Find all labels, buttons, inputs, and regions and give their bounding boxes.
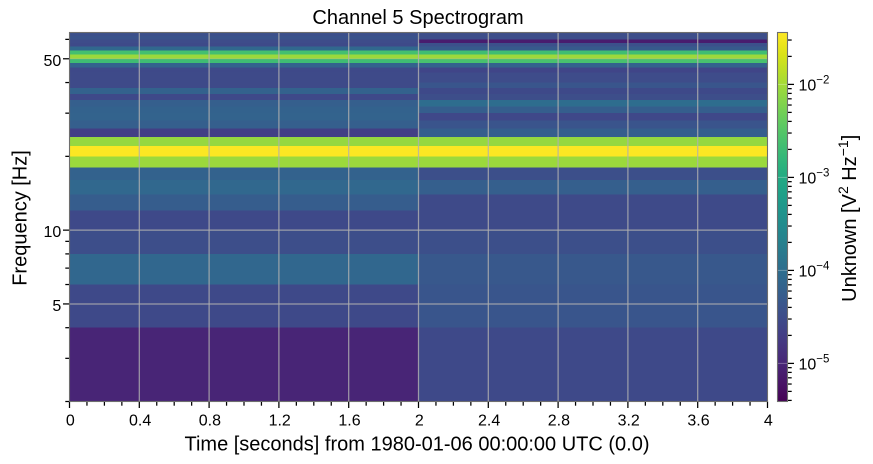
svg-text:4: 4 (764, 412, 773, 429)
svg-text:Channel 5 Spectrogram: Channel 5 Spectrogram (312, 7, 523, 29)
svg-text:Unknown [V2 Hz−1]: Unknown [V2 Hz−1] (835, 135, 861, 302)
svg-text:2.4: 2.4 (478, 412, 500, 429)
svg-text:Time [seconds] from 1980-01-06: Time [seconds] from 1980-01-06 00:00:00 … (184, 434, 649, 456)
svg-text:0.4: 0.4 (129, 412, 151, 429)
svg-text:50: 50 (44, 53, 62, 70)
svg-text:3.6: 3.6 (687, 412, 709, 429)
svg-text:Frequency [Hz]: Frequency [Hz] (10, 150, 32, 286)
svg-text:10: 10 (44, 224, 62, 241)
svg-text:5: 5 (52, 298, 61, 315)
svg-text:1.2: 1.2 (269, 412, 291, 429)
svg-text:2.8: 2.8 (548, 412, 570, 429)
svg-text:2: 2 (415, 412, 424, 429)
svg-text:1.6: 1.6 (338, 412, 360, 429)
svg-text:3.2: 3.2 (618, 412, 640, 429)
svg-text:0: 0 (66, 412, 75, 429)
svg-text:0.8: 0.8 (199, 412, 221, 429)
